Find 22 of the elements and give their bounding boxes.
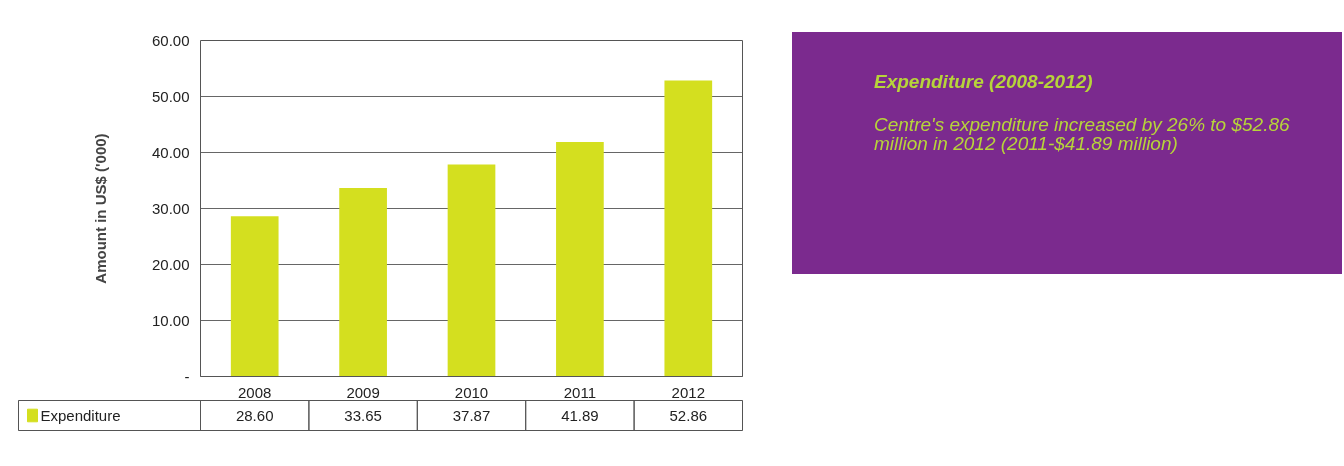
y-tick-label: 10.00 — [151, 311, 190, 329]
x-tick-label: 2010 — [454, 383, 489, 401]
text: Expenditure (2008-2012) — [874, 71, 1094, 92]
y-tick-label: 30.00 — [151, 199, 190, 217]
bar — [447, 164, 496, 377]
bar — [556, 141, 604, 377]
text: Centre's expenditure increased by 26% to $52.86 million in 2012 (2011-$41.89 million) — [874, 114, 1291, 154]
x-tick-label: 2009 — [346, 383, 380, 401]
y-tick-label: 20.00 — [151, 255, 190, 273]
data-label: 28.60 — [235, 406, 274, 424]
bar — [664, 80, 713, 377]
bar — [339, 188, 387, 377]
x-tick-label: 2011 — [563, 383, 597, 401]
y-tick-label: 50.00 — [151, 87, 190, 105]
x-tick-label: 2012 — [671, 383, 705, 401]
legend-label: Expenditure — [40, 407, 121, 424]
bar — [230, 216, 279, 377]
y-axis-title: Amount in US$ ('000) — [91, 133, 109, 284]
y-tick-label: - — [184, 367, 190, 385]
y-tick-label: 60.00 — [151, 31, 190, 49]
x-tick-label: 2008 — [238, 383, 272, 401]
y-tick-label: 40.00 — [151, 143, 190, 161]
